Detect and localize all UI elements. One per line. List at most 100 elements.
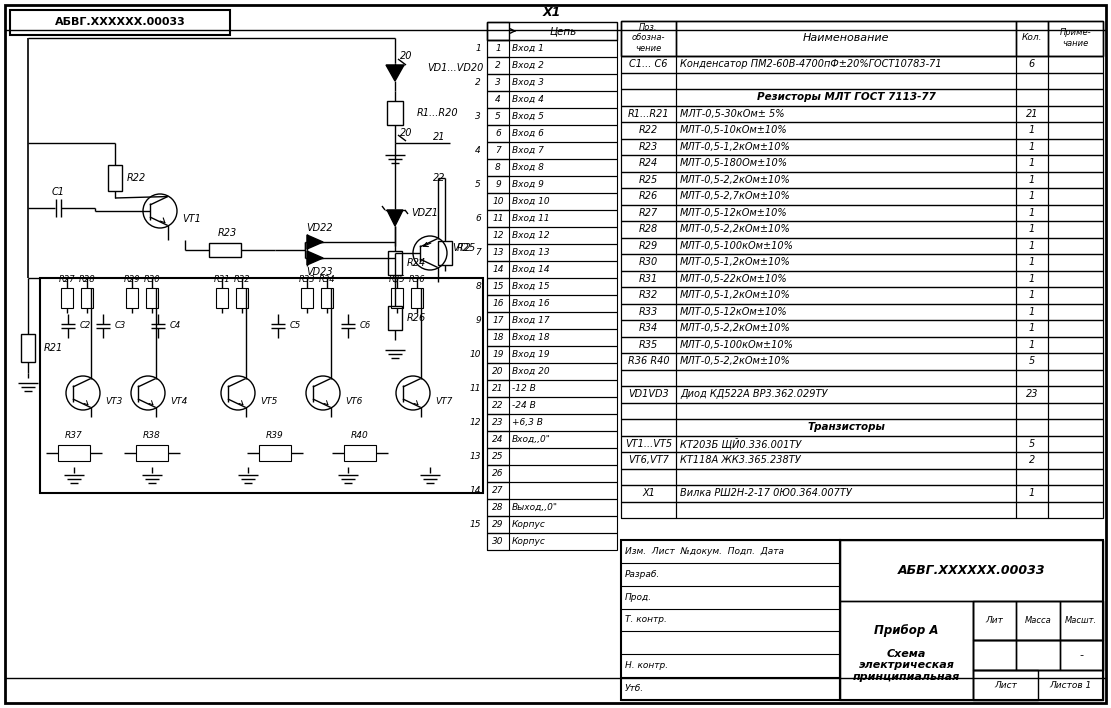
Bar [438,241,452,265]
Bar [675,435,1015,452]
Text: Вход 3: Вход 3 [512,78,544,87]
Text: 1: 1 [1029,241,1035,251]
Bar [1015,205,1048,221]
Text: Выход,,0": Выход,,0" [512,503,558,512]
Text: МЛТ-0,5-2,2кОм±10%: МЛТ-0,5-2,2кОм±10% [680,324,791,333]
Bar [1015,353,1048,370]
Bar [1015,435,1048,452]
Bar [1048,221,1103,237]
Bar [487,91,617,108]
Bar [675,501,1015,518]
Text: Вход 15: Вход 15 [512,282,550,291]
Bar [1048,122,1103,139]
Text: Вход 20: Вход 20 [512,367,550,376]
Text: 1: 1 [1029,274,1035,284]
Bar [391,288,403,308]
Text: Вход 17: Вход 17 [512,316,550,325]
Text: R21: R21 [44,343,63,353]
Bar [487,193,509,210]
Bar [411,288,423,308]
Bar [675,122,1015,139]
Text: 12: 12 [492,231,503,240]
Text: 5: 5 [1029,356,1035,366]
Bar [487,533,617,550]
Bar [236,288,248,308]
Bar [1048,320,1103,336]
Bar [1015,270,1048,287]
Text: 10: 10 [470,350,481,359]
Text: R30: R30 [143,275,160,285]
Bar [675,21,1015,56]
Bar [344,445,376,461]
Bar [1015,386,1048,403]
Bar [675,72,1015,89]
Text: АБВГ.XXXXXX.00033: АБВГ.XXXXXX.00033 [54,17,186,27]
Bar [487,159,509,176]
Text: Вход 16: Вход 16 [512,299,550,308]
Bar [487,380,509,397]
Text: Цепь: Цепь [549,26,577,36]
Text: 26: 26 [492,469,503,478]
Text: 1: 1 [1029,142,1035,152]
Bar [487,108,509,125]
Bar [621,370,675,386]
Bar [487,142,509,159]
Text: R36 R40: R36 R40 [628,356,669,366]
Text: Корпус: Корпус [512,520,546,529]
Text: VT1...VT5: VT1...VT5 [624,439,672,449]
Text: R31: R31 [213,275,230,285]
Text: Вход,,0": Вход,,0" [512,435,551,444]
Text: 6: 6 [496,129,501,138]
Text: МЛТ-0,5-2,2кОм±10%: МЛТ-0,5-2,2кОм±10% [680,224,791,234]
Bar [621,205,1103,221]
Text: R27: R27 [639,207,658,218]
Text: R24: R24 [407,258,427,268]
Bar [1048,304,1103,320]
Bar [1015,221,1048,237]
Text: R29: R29 [639,241,658,251]
Text: Разраб.: Разраб. [625,570,660,578]
Text: Вход 10: Вход 10 [512,197,550,206]
Text: 20: 20 [492,367,503,376]
Text: 1: 1 [1029,324,1035,333]
Bar [487,482,509,499]
Bar [487,499,509,516]
Text: 1: 1 [476,44,481,53]
Text: Вход 8: Вход 8 [512,163,544,172]
Text: МЛТ-0,5-180Ом±10%: МЛТ-0,5-180Ом±10% [680,159,788,169]
Text: VD22: VD22 [307,223,333,233]
Text: 1: 1 [1029,207,1035,218]
Bar [675,205,1015,221]
Bar [1015,72,1048,89]
Bar [621,501,675,518]
Bar [487,261,509,278]
Text: C5: C5 [290,321,301,331]
Text: 13: 13 [492,248,503,257]
Text: 22: 22 [492,401,503,410]
Text: МЛТ-0,5-1,2кОм±10%: МЛТ-0,5-1,2кОм±10% [680,142,791,152]
Bar [1048,171,1103,188]
Bar [1048,370,1103,386]
Bar [1048,452,1103,469]
Bar [487,227,617,244]
Bar [1015,56,1048,72]
Bar [621,122,675,139]
Text: R24: R24 [639,159,658,169]
Bar [675,139,1015,155]
Bar [487,74,617,91]
Bar [487,278,509,295]
Text: Вход 6: Вход 6 [512,129,544,138]
Bar [621,320,675,336]
Bar [621,452,1103,469]
Bar [388,306,402,330]
Bar [1048,105,1103,122]
Bar [621,155,675,171]
Bar [1048,287,1103,304]
Text: 21: 21 [432,132,446,142]
Bar [621,469,675,485]
Bar [621,419,1103,435]
Bar [675,452,1015,469]
Bar [487,312,617,329]
Bar [81,288,93,308]
Text: VD1...VD20: VD1...VD20 [427,63,483,73]
